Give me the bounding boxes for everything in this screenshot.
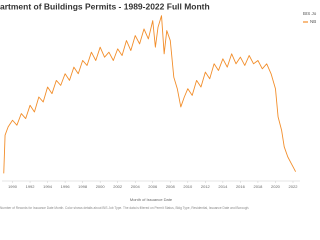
- x-tick-label: 2000: [96, 184, 106, 189]
- x-tick-label: 2010: [183, 184, 193, 189]
- x-tick-label: 2014: [218, 184, 228, 189]
- legend-label: NB: [310, 19, 316, 24]
- x-tick-label: 2018: [253, 184, 263, 189]
- x-tick-label: 1990: [8, 184, 18, 189]
- chart: artment of Buildings Permits - 1989-2022…: [0, 1, 317, 210]
- x-tick-label: 2004: [131, 184, 141, 189]
- x-tick-label: 2020: [271, 184, 281, 189]
- data-line: [3, 15, 297, 174]
- x-tick-label: 2002: [113, 184, 123, 189]
- x-tick-label: 2006: [148, 184, 158, 189]
- x-tick-label: 2022: [289, 184, 299, 189]
- x-tick-label: 1998: [78, 184, 88, 189]
- x-tick-label: 1994: [43, 184, 53, 189]
- footnote: Number of Records for Issuance Date Mont…: [0, 206, 249, 210]
- chart-title: artment of Buildings Permits - 1989-2022…: [0, 1, 210, 11]
- x-tick-label: 1992: [26, 184, 36, 189]
- legend-title: BIS Jo: [303, 11, 317, 16]
- x-tick-label: 1996: [61, 184, 71, 189]
- x-tick-label: 2016: [236, 184, 246, 189]
- x-tick-label: 2008: [166, 184, 176, 189]
- x-axis-title: Month of Issuance Date: [130, 197, 173, 202]
- x-tick-label: 2012: [201, 184, 211, 189]
